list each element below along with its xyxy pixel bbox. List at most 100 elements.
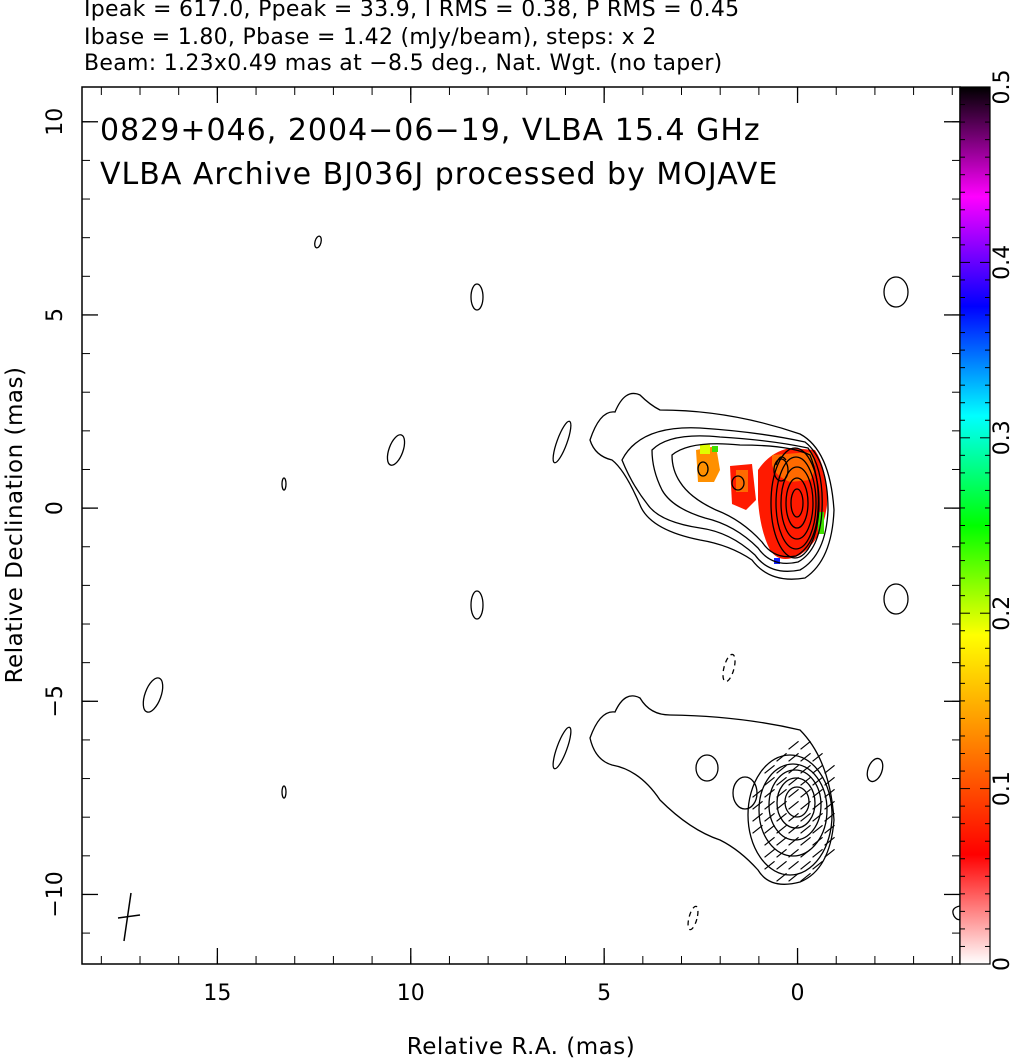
polarization-vector <box>824 836 835 846</box>
polarization-vector <box>788 860 799 870</box>
polarization-vector <box>776 812 787 822</box>
polarization-vector <box>824 776 835 786</box>
contour-lower-knot-1 <box>732 776 758 810</box>
contour-upper-core-blob <box>775 456 787 466</box>
polarization-vector <box>800 800 811 810</box>
polarization-vector <box>752 788 763 798</box>
x-tick-label: 0 <box>791 981 805 1006</box>
colorbar-tick-label: 0.3 <box>990 420 1015 455</box>
polarization-vector <box>788 812 799 822</box>
pol-edge-blue <box>774 558 780 564</box>
polarization-vector <box>812 836 823 846</box>
pol-knot-outer-green <box>712 446 718 452</box>
polarization-vector <box>824 848 835 858</box>
polarization-vector <box>812 764 823 774</box>
polarization-vector <box>788 776 799 786</box>
polarization-vector <box>800 848 811 858</box>
colorbar-tick-label: 0.2 <box>990 596 1015 631</box>
axis-ticks <box>82 87 960 964</box>
contour-lower-outer <box>589 695 835 885</box>
y-axis-label: Relative Declination (mas) <box>2 367 28 684</box>
contour-knot-1 <box>731 475 745 491</box>
beam-marker <box>117 892 141 942</box>
polarization-vector <box>788 752 799 762</box>
contour-6 <box>775 456 817 550</box>
polarization-vector <box>788 740 799 750</box>
polarization-vector <box>788 788 799 798</box>
polarization-vector <box>812 788 823 798</box>
contour-blob-d <box>386 434 406 466</box>
polarization-vector <box>800 740 811 750</box>
x-axis-label: Relative R.A. (mas) <box>407 1034 635 1060</box>
contour-lower-blob-d <box>142 677 164 713</box>
polarization-vector <box>776 776 787 786</box>
polarization-vector <box>800 752 811 762</box>
contour-blob-g <box>470 590 484 620</box>
polarization-vector <box>752 824 763 834</box>
y-tick-label: −10 <box>43 871 68 917</box>
contour-blob-b <box>470 283 484 311</box>
polarization-vector <box>776 836 787 846</box>
polarization-vector <box>812 776 823 786</box>
polarization-vector <box>800 776 811 786</box>
polarization-vector <box>764 776 775 786</box>
colorbar-tick-label: 0.1 <box>990 771 1015 806</box>
contour-dashed-b <box>687 905 699 931</box>
polarization-vector <box>776 764 787 774</box>
polarization-vector <box>764 860 775 870</box>
contour-lower-blob-c <box>866 757 884 783</box>
plot-frame <box>81 86 961 965</box>
polarization-vector <box>776 860 787 870</box>
polarization-vector <box>800 764 811 774</box>
contour-blob-a <box>314 235 322 249</box>
y-tick-label: −5 <box>43 685 68 717</box>
contour-9 <box>790 488 804 518</box>
polarization-vector <box>800 824 811 834</box>
polarization-vector <box>764 764 775 774</box>
polarization-vector <box>776 872 787 882</box>
header-beam-line: Beam: 1.23x0.49 mas at −8.5 deg., Nat. W… <box>84 51 723 76</box>
colorbar-tick-label: 0.4 <box>990 245 1015 280</box>
polarization-vector <box>800 788 811 798</box>
contour-dashed-a <box>722 653 736 683</box>
x-tick-label: 5 <box>597 981 611 1006</box>
polarization-vector <box>800 860 811 870</box>
polarization-vector <box>788 836 799 846</box>
polarization-vector <box>776 752 787 762</box>
x-tick-label: 15 <box>203 981 231 1006</box>
polarization-vector <box>776 788 787 798</box>
pol-knot-outer <box>696 446 720 482</box>
contour-lower-3 <box>758 763 828 857</box>
polarization-vector <box>776 800 787 810</box>
contour-outer <box>589 392 835 580</box>
contour-blob-e <box>281 477 287 491</box>
pol-knot-outer-yellow <box>700 444 710 454</box>
contour-5 <box>770 447 820 559</box>
contour-7 <box>780 466 814 540</box>
polarization-vector <box>800 836 811 846</box>
polarization-vector <box>764 812 775 822</box>
archive-label: VLBA Archive BJ036J processed by MOJAVE <box>100 157 778 192</box>
contour-lower-blob-b <box>281 785 287 799</box>
colorbar-tick-label: 0 <box>990 957 1015 971</box>
source-label: 0829+046, 2004−06−19, VLBA 15.4 GHz <box>100 113 761 148</box>
contour-blob-f <box>552 420 572 464</box>
x-tick-label: 10 <box>397 981 425 1006</box>
polarization-vector <box>752 800 763 810</box>
polarization-vector <box>764 824 775 834</box>
polarization-vector <box>824 824 835 834</box>
polarization-vector <box>824 764 835 774</box>
polarization-vector <box>788 872 799 882</box>
polarization-vector <box>788 824 799 834</box>
polarization-vector <box>812 848 823 858</box>
header-base-line: Ibase = 1.80, Pbase = 1.42 (mJy/beam), s… <box>84 25 657 50</box>
contour-3 <box>651 435 823 565</box>
polarization-vector <box>764 788 775 798</box>
contour-knot-2 <box>697 461 709 477</box>
contour-top <box>773 458 789 482</box>
polarization-vectors <box>752 740 835 882</box>
contour-2 <box>621 427 829 572</box>
colorbar-ticks: 0 0.1 0.2 0.3 0.4 0.5 <box>960 70 1015 971</box>
polarization-vector <box>812 824 823 834</box>
